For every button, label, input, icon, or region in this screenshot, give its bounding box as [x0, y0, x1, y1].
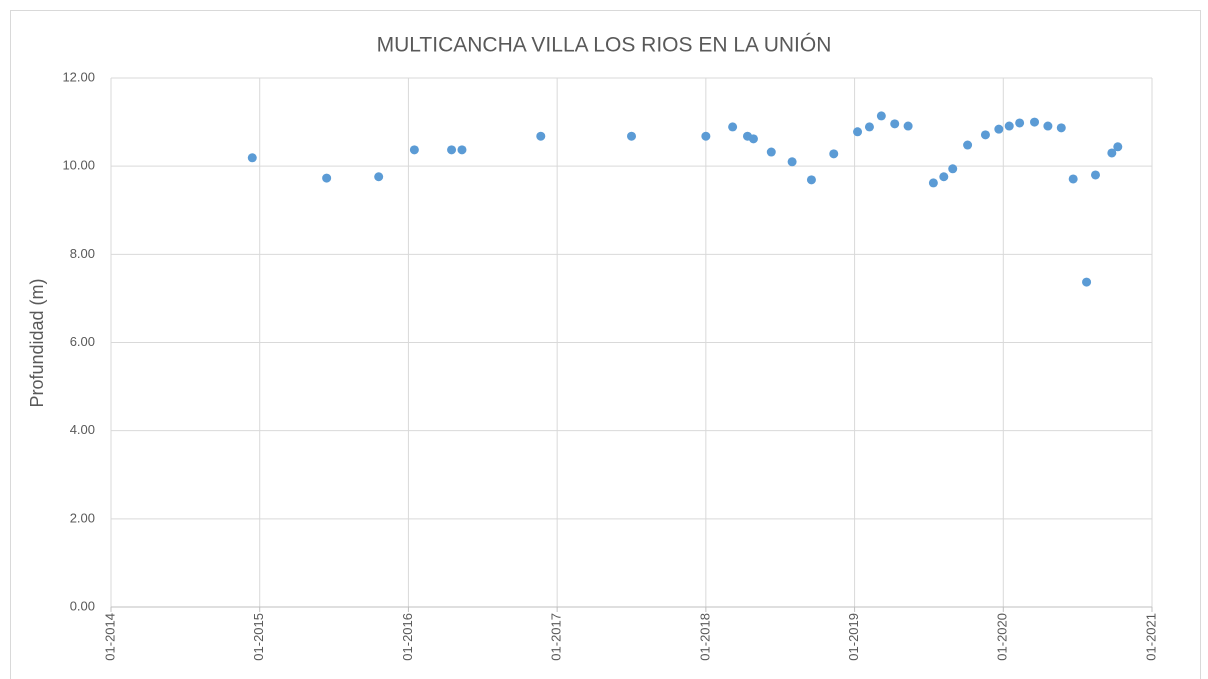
point — [1043, 121, 1053, 131]
point — [1113, 142, 1123, 152]
y-tick-label: 4.00 — [70, 422, 95, 437]
point — [457, 145, 467, 155]
point — [748, 134, 758, 144]
x-tick-label: 01-2015 — [251, 613, 266, 661]
point — [787, 157, 797, 167]
point — [701, 131, 711, 141]
point — [853, 127, 863, 137]
point — [829, 149, 839, 159]
point — [409, 145, 419, 155]
point — [322, 173, 332, 183]
point — [1056, 123, 1066, 133]
point — [728, 122, 738, 132]
x-tick-label: 01-2020 — [995, 613, 1010, 661]
point — [627, 131, 636, 141]
point — [864, 122, 874, 132]
chart-border — [10, 10, 1201, 679]
point — [903, 121, 913, 131]
y-tick-label: 10.00 — [62, 158, 95, 173]
point — [806, 175, 816, 185]
x-tick-label: 01-2021 — [1143, 613, 1158, 661]
point — [1107, 148, 1117, 158]
y-tick-label: 0.00 — [70, 598, 95, 613]
point — [939, 172, 949, 182]
point — [447, 145, 457, 155]
x-tick-label: 01-2019 — [846, 613, 861, 661]
y-tick-label: 6.00 — [70, 334, 95, 349]
y-tick-label: 2.00 — [70, 510, 95, 525]
point — [876, 111, 886, 121]
point — [994, 124, 1004, 134]
point — [948, 164, 958, 174]
y-axis-label: Profundidad (m) — [27, 278, 47, 407]
point — [1090, 170, 1100, 180]
point — [1030, 117, 1040, 127]
x-tick-label: 01-2014 — [102, 613, 117, 661]
x-tick-label: 01-2016 — [400, 613, 415, 661]
point — [374, 172, 384, 182]
point — [536, 131, 546, 141]
x-tick-label: 01-2017 — [549, 613, 564, 661]
point — [1068, 174, 1078, 184]
point — [1015, 118, 1025, 128]
point — [766, 147, 776, 157]
point — [928, 178, 938, 188]
point — [980, 130, 990, 140]
point — [963, 140, 973, 150]
point — [890, 119, 900, 129]
y-tick-label: 12.00 — [62, 69, 95, 84]
point — [1004, 121, 1014, 131]
x-tick-label: 01-2018 — [697, 613, 712, 661]
chart-title: MULTICANCHA VILLA LOS RIOS EN LA UNIÓN — [377, 34, 832, 57]
point — [1082, 277, 1092, 287]
point — [247, 153, 257, 163]
y-tick-label: 8.00 — [70, 246, 95, 261]
